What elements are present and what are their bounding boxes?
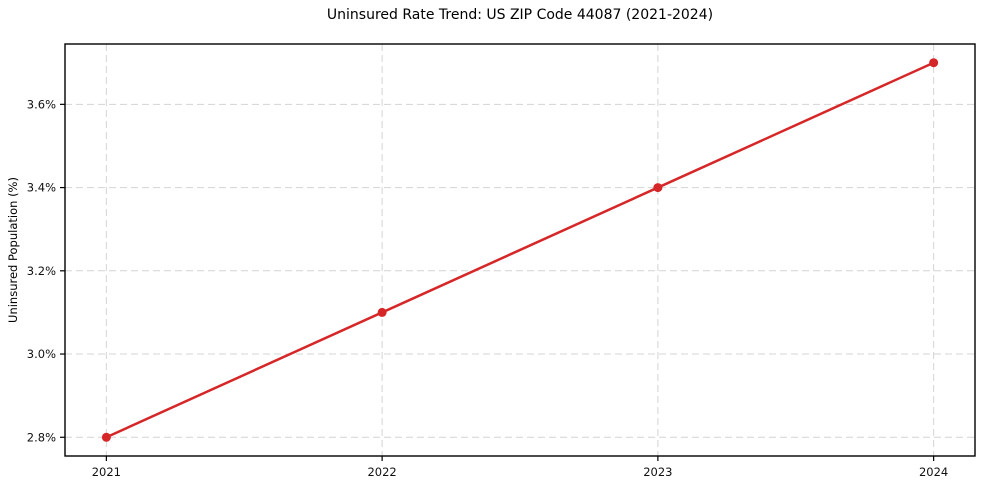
data-point bbox=[101, 432, 111, 442]
x-tick-label: 2023 bbox=[643, 465, 672, 479]
x-tick-label: 2021 bbox=[92, 465, 121, 479]
chart-title: Uninsured Rate Trend: US ZIP Code 44087 … bbox=[326, 7, 714, 23]
plot-border bbox=[64, 43, 976, 457]
trend-line bbox=[105, 61, 935, 439]
x-tick-label: 2024 bbox=[919, 465, 948, 479]
y-tick-label: 3.4% bbox=[27, 181, 56, 195]
x-tick-label: 2022 bbox=[367, 465, 396, 479]
data-point bbox=[929, 58, 939, 68]
y-tick-label: 3.6% bbox=[27, 97, 56, 111]
y-tick-label: 2.8% bbox=[27, 430, 56, 444]
y-tick-label: 3.2% bbox=[27, 264, 56, 278]
data-point bbox=[377, 307, 387, 317]
data-point bbox=[653, 183, 663, 193]
y-tick-label: 3.0% bbox=[27, 347, 56, 361]
